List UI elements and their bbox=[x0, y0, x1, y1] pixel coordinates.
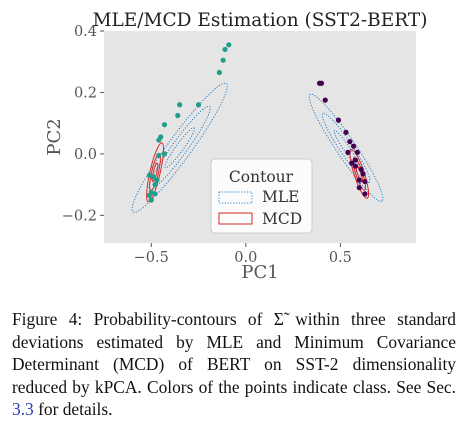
caption-text-end: for details. bbox=[38, 399, 113, 420]
contour-teal-mcd-1sd bbox=[151, 162, 159, 183]
caption-text: Probability-contours of Σ̃ within three … bbox=[12, 309, 457, 397]
contour-teal-mcd-3sd bbox=[146, 142, 164, 203]
contour-purple-mle-3sd bbox=[308, 93, 384, 202]
y-tick-label-1: 0.0 bbox=[74, 147, 97, 163]
x-tick-label-1: 0.0 bbox=[234, 250, 257, 266]
point-series-0-4 bbox=[195, 102, 202, 108]
contour-teal-mle-2sd bbox=[148, 105, 211, 190]
caption-label: Figure 4: bbox=[12, 309, 83, 329]
y-tick-label-0: −0.2 bbox=[62, 208, 97, 224]
contour-teal-mle-1sd bbox=[164, 127, 195, 169]
chart-title: MLE/MCD Estimation (SST2-BERT) bbox=[93, 10, 428, 31]
y-tick-label-3: 0.4 bbox=[74, 24, 97, 40]
point-series-1-7 bbox=[351, 143, 357, 149]
point-series-0-18 bbox=[148, 197, 154, 203]
caption-section-ref[interactable]: 3.3 bbox=[12, 399, 34, 420]
point-series-1-6 bbox=[345, 149, 351, 155]
point-series-1-17 bbox=[352, 163, 359, 169]
point-series-0-10 bbox=[161, 151, 168, 157]
point-series-0-2 bbox=[220, 57, 226, 63]
contour-teal-mle-3sd bbox=[131, 82, 228, 213]
point-series-1-10 bbox=[352, 157, 359, 163]
points-layer bbox=[146, 42, 368, 203]
figure-chart: −0.5 0.0 0.5 −0.2 0.0 0.2 0.4 MLE/MCD Estimati… bbox=[44, 10, 428, 283]
legend-label-mle: MLE bbox=[262, 188, 299, 206]
point-series-0-14 bbox=[146, 172, 152, 179]
legend: Contour MLE MCD bbox=[210, 158, 313, 234]
point-series-1-5 bbox=[347, 139, 353, 145]
point-series-1-12 bbox=[360, 171, 366, 177]
contours-layer bbox=[131, 82, 384, 213]
point-series-1-1 bbox=[318, 80, 325, 86]
y-axis-label: PC2 bbox=[44, 118, 65, 155]
axes-layer: −0.5 0.0 0.5 −0.2 0.0 0.2 0.4 bbox=[62, 24, 352, 266]
point-series-1-9 bbox=[349, 160, 355, 166]
figure-caption: Figure 4: Probability-contours of Σ̃ wit… bbox=[12, 308, 456, 421]
point-series-1-16 bbox=[362, 191, 368, 197]
point-series-0-6 bbox=[175, 112, 181, 119]
legend-swatch-mcd bbox=[218, 212, 253, 225]
point-series-1-13 bbox=[356, 177, 362, 183]
point-series-0-17 bbox=[146, 192, 152, 198]
point-series-0-3 bbox=[216, 69, 222, 76]
y-tick-label-2: 0.2 bbox=[74, 85, 97, 101]
legend-title: Contour bbox=[229, 168, 294, 186]
point-series-0-1 bbox=[222, 46, 228, 53]
legend-box bbox=[210, 158, 313, 234]
point-series-0-11 bbox=[156, 152, 162, 159]
x-axis-label: PC1 bbox=[241, 262, 278, 283]
point-series-1-4 bbox=[343, 129, 349, 135]
point-series-0-15 bbox=[152, 182, 158, 188]
x-tick-label-2: 0.5 bbox=[329, 250, 352, 266]
point-series-1-11 bbox=[358, 166, 364, 172]
legend-label-mcd: MCD bbox=[262, 210, 302, 228]
point-series-0-19 bbox=[152, 191, 158, 197]
point-series-0-13 bbox=[154, 177, 160, 183]
point-series-0-7 bbox=[161, 122, 168, 128]
point-series-1-3 bbox=[335, 117, 342, 123]
point-series-0-5 bbox=[177, 102, 183, 108]
point-series-0-9 bbox=[156, 137, 162, 143]
point-series-1-15 bbox=[356, 185, 362, 191]
x-tick-label-0: −0.5 bbox=[134, 250, 169, 266]
contour-purple-mle-2sd bbox=[321, 112, 371, 183]
point-series-1-2 bbox=[322, 97, 328, 103]
point-series-1-14 bbox=[362, 178, 368, 185]
point-series-0-0 bbox=[226, 42, 232, 48]
point-series-1-8 bbox=[354, 149, 360, 155]
